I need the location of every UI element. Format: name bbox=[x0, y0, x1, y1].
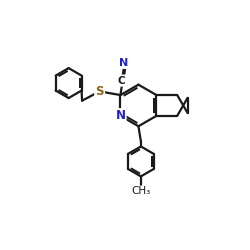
Text: N: N bbox=[116, 109, 126, 122]
Text: S: S bbox=[96, 85, 104, 98]
Text: CH₃: CH₃ bbox=[131, 186, 150, 196]
Text: C: C bbox=[118, 76, 125, 86]
Text: N: N bbox=[119, 58, 128, 68]
